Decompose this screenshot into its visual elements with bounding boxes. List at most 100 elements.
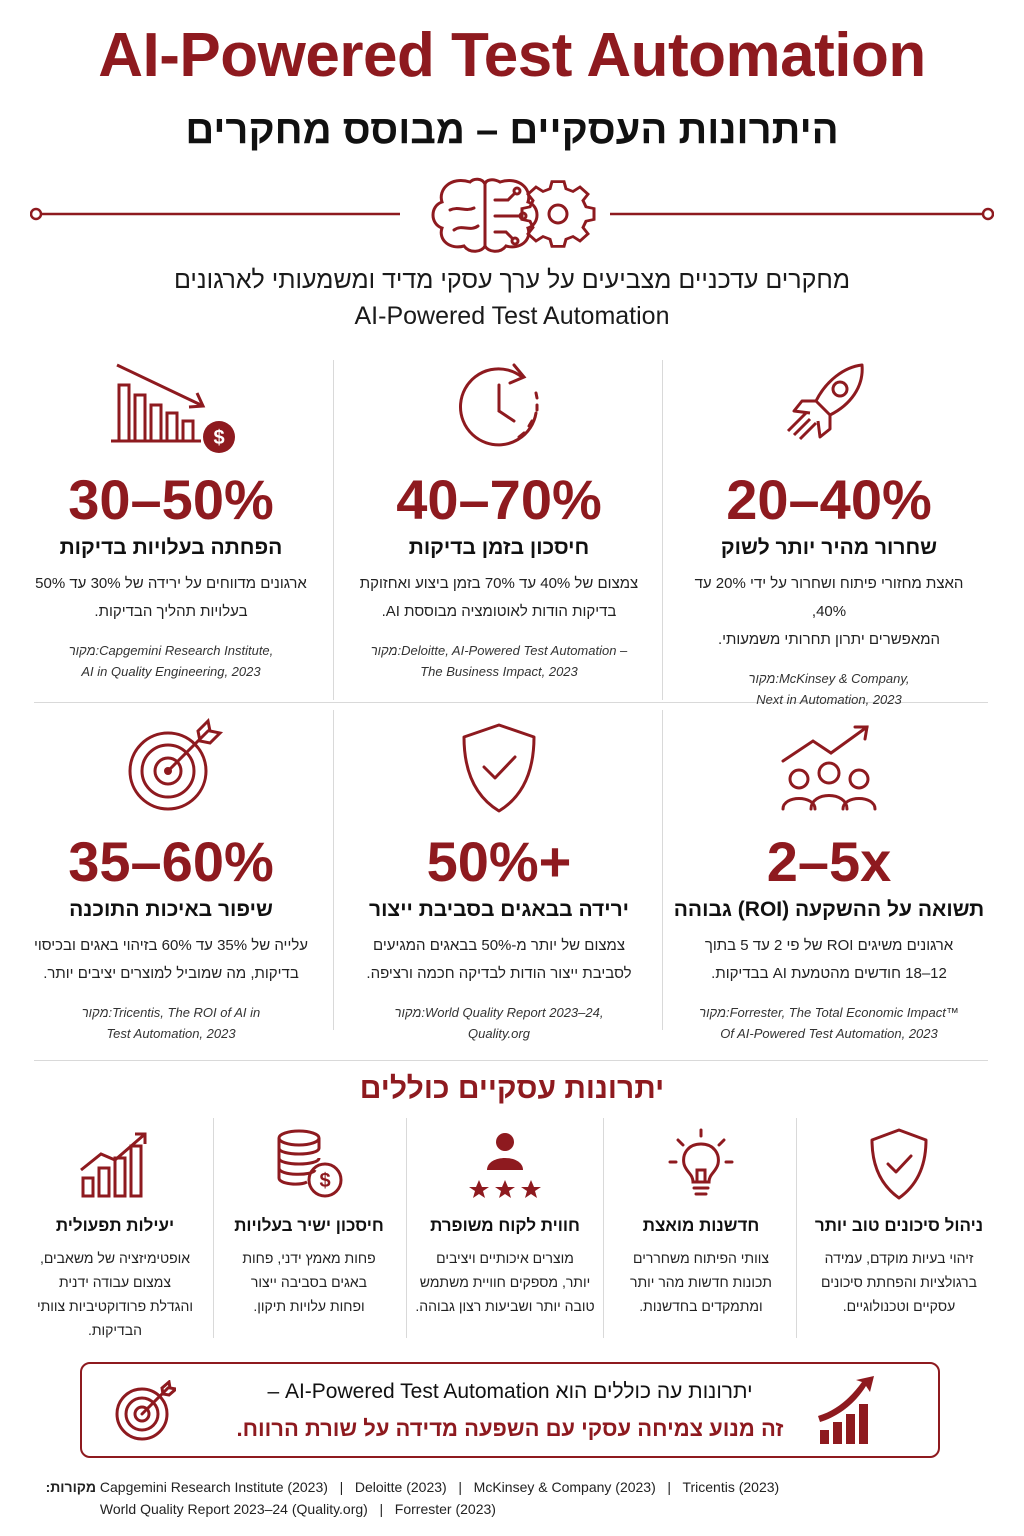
source-line: The Business Impact, 2023: [420, 664, 578, 679]
grid-divider: [662, 710, 663, 1030]
stat-label: תשואה על ההשקעה (ROI) גבוהה: [673, 898, 985, 921]
benefit-description: זיהוי בעיות מוקדם, עמידה ברגולציות והפחת…: [808, 1246, 990, 1318]
stat-desc-line: ארגונים מדווחים על ירידה של 30% עד 50%: [35, 575, 307, 592]
stat-label: שחרור מהיר יותר לשוק: [720, 536, 938, 559]
stat-source: מקור:Tricentis, The ROI of AI in Test Au…: [8, 1002, 334, 1044]
stat-value: 2–5x: [766, 830, 892, 893]
grid-divider: [662, 360, 663, 700]
benefit-line: פחות מאמץ ידני, פחות: [242, 1250, 376, 1266]
benefit-description: צוותי הפיתוח משחררים תכונות חדשות מהר יו…: [610, 1246, 792, 1318]
stat-description: ארגונים מדווחים על ירידה של 30% עד 50% ב…: [8, 570, 334, 626]
page-subtitle: היתרונות העסקיים – מבוסס מחקרים: [185, 108, 839, 152]
stat-desc-line: צמצום של 40% עד 70% בזמן ביצוע ואחזוקת: [359, 575, 639, 592]
benefit-line: צוותי הפיתוח משחררים: [632, 1250, 769, 1266]
source-line: Tricentis, The ROI of AI in: [112, 1005, 261, 1020]
stat-value: 35–60%: [68, 830, 274, 893]
benefit-line: תכונות חדשות מהר יותר: [630, 1274, 772, 1290]
target-icon: [8, 712, 334, 822]
sources-label: מקורות:: [45, 1479, 96, 1495]
benefit-line: ברגולציות והפחתת סיכונים: [821, 1274, 977, 1290]
benefit-line: טובה יותר ושביעות רצון גבוהה.: [415, 1298, 595, 1314]
source-line: Capgemini Research Institute,: [99, 643, 274, 658]
source-prefix: מקור:: [748, 671, 779, 686]
column-divider: [796, 1118, 797, 1338]
customer-rating-icon: [414, 1118, 596, 1202]
benefit-description: אופטימיזציה של משאבים, צמצום עבודה ידנית…: [24, 1246, 206, 1342]
stat-value: 20–40%: [726, 468, 932, 531]
shield-check-icon: [336, 712, 662, 822]
cost-down-chart-icon: $: [8, 350, 334, 460]
benefit-title: חיסכון ישיר בעלויות: [234, 1216, 384, 1235]
stat-description: עלייה של 35% עד 60% בזיהוי באגים ובכיסוי…: [8, 932, 334, 988]
stat-desc-line: בדיקות הודות לאוטומציה מבוססת AI.: [381, 603, 617, 620]
sources-line: World Quality Report 2023–24 (Quality.or…: [99, 1501, 496, 1517]
source-prefix: מקור:: [394, 1005, 425, 1020]
svg-text:$: $: [213, 427, 224, 449]
source-line: Of AI-Powered Test Automation, 2023: [720, 1026, 938, 1041]
stat-value: 40–70%: [396, 468, 602, 531]
stat-label: שיפור באיכות התוכנה: [69, 898, 273, 921]
header-divider: [29, 170, 995, 260]
benefit-title: יעילות תפעולית: [55, 1216, 175, 1235]
stat-source: מקור:World Quality Report 2023–24, Quali…: [336, 1002, 662, 1044]
coins-icon: $: [218, 1118, 400, 1202]
source-line: Forrester, The Total Economic Impact™: [729, 1005, 959, 1020]
column-divider: [603, 1118, 604, 1338]
grid-divider: [34, 1060, 988, 1061]
benefit-title: ניהול סיכונים טוב יותר: [814, 1216, 984, 1235]
callout-line-1: יתרונות עה כוללים הוא AI-Powered Test Au…: [267, 1380, 753, 1403]
stat-value: 50%+: [426, 830, 572, 893]
growth-chart-icon: [818, 1376, 878, 1451]
summary-callout: יתרונות עה כוללים הוא AI-Powered Test Au…: [80, 1362, 940, 1458]
stat-desc-line: לסביבת ייצור הודות לבדיקה חכמה ורציפה.: [366, 965, 632, 982]
grid-divider: [333, 360, 334, 700]
section-title: יתרונות עסקיים כוללים: [359, 1072, 665, 1105]
stat-source: מקור:Deloitte, AI-Powered Test Automatio…: [336, 640, 662, 682]
grid-divider: [333, 710, 334, 1030]
stat-description: האצת מחזורי פיתוח ושחרור על ידי 20% עד 4…: [666, 570, 992, 654]
stat-value: 30–50%: [68, 468, 274, 531]
stat-description: צמצום של 40% עד 70% בזמן ביצוע ואחזוקת ב…: [336, 570, 662, 626]
stat-source: מקור:Capgemini Research Institute, AI in…: [8, 640, 334, 682]
source-prefix: מקור:: [81, 1005, 113, 1020]
benefit-line: ומתמקדים בחדשנות.: [639, 1298, 763, 1314]
source-line: AI in Quality Engineering, 2023: [81, 664, 261, 679]
stat-card: 20–40% שחרור מהיר יותר לשוק האצת מחזורי …: [666, 350, 992, 710]
clock-icon: [336, 350, 662, 460]
stat-label: חיסכון בזמן בדיקות: [408, 536, 590, 559]
svg-text:$: $: [319, 1170, 330, 1192]
intro-text: מחקרים עדכניים מצביעים על ערך עסקי מדיד …: [0, 262, 1024, 334]
efficiency-chart-icon: [24, 1118, 206, 1202]
stat-card: $ 30–50% הפחתה בעלויות בדיקות ארגונים מד…: [8, 350, 334, 682]
column-divider: [406, 1118, 407, 1338]
benefit-line: יותר, מספקים חוויית משתמש: [419, 1274, 591, 1290]
benefit-description: פחות מאמץ ידני, פחות באגים בסביבה ייצור …: [218, 1246, 400, 1318]
stat-card: 50%+ ירידה בבאגים בסביבת ייצור צמצום של …: [336, 712, 662, 1044]
benefit-description: מוצרים איכותיים ויציבים יותר, מספקים חוו…: [414, 1246, 596, 1318]
intro-line-1: מחקרים עדכניים מצביעים על ערך עסקי מדיד …: [173, 266, 851, 294]
benefit-item: $ חיסכון ישיר בעלויות פחות מאמץ ידני, פח…: [218, 1118, 400, 1318]
stat-desc-line: 12–18 חודשים מהטמעת AI בבדיקות.: [711, 965, 947, 982]
benefit-line: עסקיים וטכנולוגיים.: [842, 1298, 956, 1314]
target-icon: [112, 1379, 180, 1449]
stat-source: מקור:McKinsey & Company, Next in Automat…: [666, 668, 992, 710]
stat-description: ארגונים משיגים ROI של פי 2 עד 5 בתוך 12–…: [666, 932, 992, 988]
stat-card: 40–70% חיסכון בזמן בדיקות צמצום של 40% ע…: [336, 350, 662, 682]
benefit-line: צמצום עבודה ידנית: [58, 1274, 172, 1290]
rocket-icon: [666, 350, 992, 460]
benefit-item: יעילות תפעולית אופטימיזציה של משאבים, צמ…: [24, 1118, 206, 1342]
lightbulb-icon: [610, 1118, 792, 1202]
stat-desc-line: בדיקות, מה שמוביל למוצרים יציבים יותר.: [43, 965, 299, 982]
intro-line-2: AI-Powered Test Automation: [354, 302, 670, 330]
benefit-line: באגים בסביבה ייצור: [250, 1274, 368, 1290]
benefit-line: מוצרים איכותיים ויציבים: [436, 1250, 574, 1266]
sources-line: Capgemini Research Institute (2023) | De…: [99, 1479, 780, 1495]
column-divider: [213, 1118, 214, 1338]
stat-label: הפחתה בעלויות בדיקות: [59, 536, 283, 559]
source-prefix: מקור:: [370, 643, 402, 658]
shield-check-icon: [808, 1118, 990, 1202]
stat-card: 2–5x תשואה על ההשקעה (ROI) גבוהה ארגונים…: [666, 712, 992, 1044]
stat-source: מקור:Forrester, The Total Economic Impac…: [666, 1002, 992, 1044]
benefit-title: חווית לקוח משופרת: [430, 1216, 580, 1235]
benefit-title: חדשנות מואצת: [642, 1216, 760, 1235]
